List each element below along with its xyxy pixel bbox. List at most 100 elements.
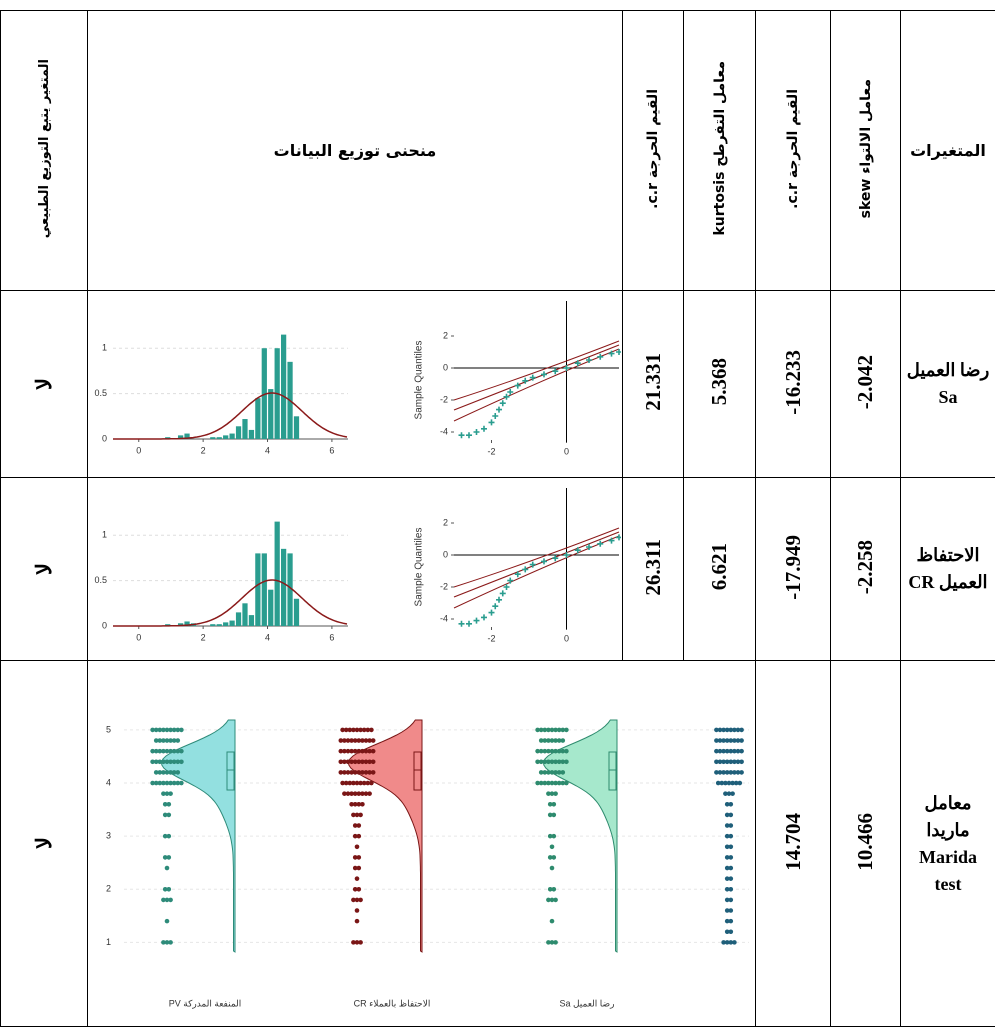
x-tick-label: 6 — [329, 445, 334, 455]
variable-name: رضا العميل — [906, 360, 990, 380]
dot-row — [162, 854, 172, 860]
bar — [261, 348, 267, 439]
dot — [166, 801, 172, 807]
density-cloud — [542, 719, 618, 953]
variable-name: معامل ماريدا — [924, 792, 972, 840]
dot — [168, 769, 173, 775]
dot — [153, 737, 159, 743]
dot — [168, 939, 173, 945]
dot — [161, 748, 166, 753]
bar — [280, 334, 287, 439]
x-tick-label: 2 — [201, 632, 206, 642]
density-cloud — [347, 719, 423, 953]
dot — [171, 759, 177, 764]
dot — [345, 759, 351, 764]
dot — [723, 780, 728, 785]
dot — [351, 780, 356, 785]
dot — [360, 801, 365, 807]
dot — [352, 801, 358, 807]
dot — [354, 875, 360, 881]
normal-curve — [113, 579, 348, 627]
dot-row — [724, 918, 734, 923]
dot — [342, 748, 347, 753]
qq-point — [541, 371, 547, 378]
qq-point — [552, 555, 559, 562]
dot — [556, 780, 562, 785]
dot — [157, 769, 163, 775]
header-cell: القيم الحرجة c.r. — [645, 88, 661, 209]
dot — [538, 737, 544, 743]
dot — [535, 759, 540, 764]
qq-point — [529, 561, 536, 568]
dot — [547, 886, 553, 892]
dot — [547, 801, 553, 807]
dot — [166, 886, 172, 892]
qq-point — [481, 425, 487, 432]
dot — [168, 737, 173, 743]
dot — [161, 769, 166, 775]
qq-point — [481, 614, 487, 621]
dot — [161, 759, 166, 764]
dot — [164, 780, 170, 785]
dot — [168, 780, 173, 785]
header-cell: معامل التفرطح kurtosis — [711, 61, 728, 236]
dot — [175, 769, 181, 775]
y-tick-label: 0 — [443, 362, 448, 372]
dot — [345, 769, 351, 775]
variable-name: Marida — [919, 846, 977, 867]
dot-row — [161, 897, 173, 902]
dot — [549, 843, 555, 849]
dot — [735, 727, 741, 732]
dot-row — [535, 759, 569, 764]
dot — [150, 727, 155, 732]
x-tick-label: -2 — [487, 633, 495, 643]
dot — [556, 737, 562, 743]
dot-row — [549, 843, 555, 849]
qq-band — [453, 348, 620, 422]
dot — [150, 759, 155, 764]
dot — [728, 748, 734, 753]
qq-point — [563, 365, 570, 371]
dot — [352, 748, 358, 753]
qq-point — [492, 413, 499, 419]
dot — [551, 833, 557, 838]
dot — [367, 737, 372, 743]
dot — [728, 854, 734, 860]
qq-line — [453, 531, 620, 598]
dot-row — [535, 780, 569, 785]
dot-row — [724, 897, 734, 902]
y-axis-label: Sample Quantiles — [414, 341, 425, 420]
dot-row — [535, 748, 569, 753]
qq-point — [597, 540, 604, 547]
dot — [360, 759, 365, 764]
y-tick-label: 3 — [106, 830, 111, 840]
dot-row — [338, 737, 376, 743]
dot — [542, 780, 548, 785]
dot — [358, 727, 363, 732]
dot — [162, 854, 168, 860]
dot — [728, 918, 734, 923]
dot-row — [546, 939, 558, 945]
dot-row — [162, 886, 172, 892]
dot — [370, 759, 376, 764]
dot — [739, 737, 744, 743]
dot — [724, 812, 730, 817]
qq-point — [597, 353, 604, 360]
dot — [549, 727, 555, 732]
qq-point — [499, 590, 506, 597]
dot — [175, 727, 181, 732]
dot — [354, 918, 360, 923]
bar — [223, 435, 229, 439]
dot — [560, 759, 566, 764]
dot-row — [352, 833, 362, 838]
dot-row — [162, 833, 172, 838]
dot — [556, 748, 562, 753]
dot — [714, 727, 719, 732]
dot — [728, 727, 734, 732]
bar — [293, 416, 300, 439]
dot — [735, 759, 741, 764]
bar — [242, 603, 248, 626]
dot — [553, 790, 558, 796]
value-cell: 10.466 — [853, 812, 877, 871]
